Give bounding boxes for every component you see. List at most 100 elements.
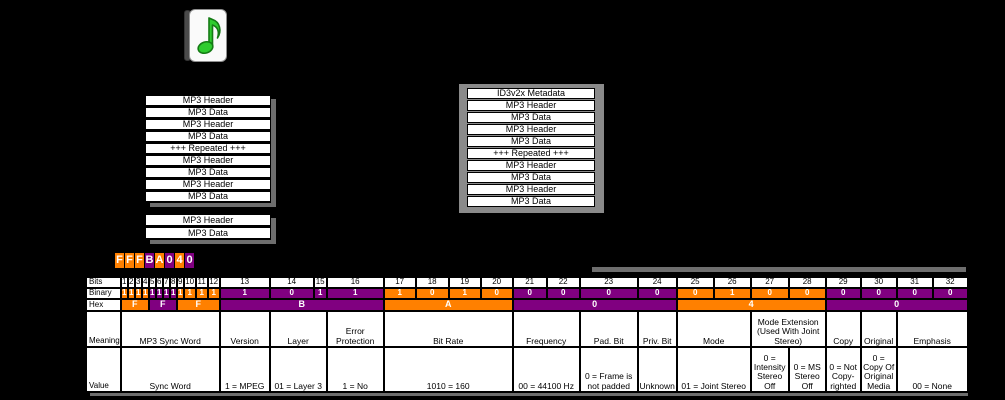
bit-number: 6 — [154, 276, 164, 289]
binary-bit: 0 — [511, 287, 548, 300]
binary-bit: 0 — [931, 287, 969, 300]
bit-number: 19 — [447, 276, 482, 289]
meaning-row: Meaning MP3 Sync Word Version Layer Erro… — [85, 309, 969, 348]
value-cell: 0 = Intensity Stereo Off — [749, 345, 790, 393]
bit-number: 28 — [787, 276, 827, 289]
value-cell: Sync Word — [119, 345, 221, 393]
value-cell: 0 = Not Copy-righted — [824, 345, 862, 393]
stack-row: +++ Repeated +++ — [145, 143, 271, 154]
meaning-cell: Emphasis — [895, 309, 969, 348]
bit-number: 11 — [194, 276, 209, 289]
binary-bit: 1 — [140, 287, 150, 300]
id3-stream-stack: ID3v2x Metadata MP3 Header MP3 Data MP3 … — [459, 84, 604, 213]
hex-nibble: 4 — [675, 298, 827, 312]
row-label-hex: Hex — [85, 298, 122, 312]
bit-number: 25 — [675, 276, 715, 289]
file-icon-body — [189, 9, 227, 62]
binary-bit: 1 — [168, 287, 178, 300]
stack-row: MP3 Header — [145, 95, 271, 106]
value-cell: 1 = MPEG — [218, 345, 271, 393]
stack-row: MP3 Data — [145, 167, 271, 178]
bit-number: 23 — [578, 276, 639, 289]
binary-bit: 1 — [147, 287, 157, 300]
meaning-cell: Copy — [824, 309, 862, 348]
bit-number: 9 — [175, 276, 185, 289]
hex-digit-box: A — [155, 253, 164, 268]
bit-number: 29 — [824, 276, 862, 289]
binary-bit: 0 — [859, 287, 898, 300]
value-cell: 01 = Layer 3 — [268, 345, 328, 393]
bit-number: 3 — [133, 276, 143, 289]
stack-row: MP3 Data — [145, 107, 271, 118]
hex-digit-box: F — [125, 253, 134, 268]
row-label-binary: Binary — [85, 287, 122, 300]
meaning-cell: Pad. Bit — [578, 309, 639, 348]
binary-bit: 0 — [578, 287, 639, 300]
hex-nibble: B — [218, 298, 385, 312]
binary-bit: 1 — [447, 287, 482, 300]
bit-number: 13 — [218, 276, 271, 289]
stack-row: MP3 Header — [145, 214, 271, 226]
binary-bit: 0 — [268, 287, 315, 300]
stack-row: MP3 Header — [467, 184, 595, 195]
bit-number: 4 — [140, 276, 150, 289]
mp3-header-bit-table: Bits 1 2 3 4 5 6 7 8 9 10 11 12 13 14 15… — [85, 276, 969, 393]
stack-row: ID3v2x Metadata — [467, 88, 595, 99]
bit-number: 20 — [479, 276, 514, 289]
meaning-cell: Mode Extension (Used With Joint Stereo) — [749, 309, 827, 348]
bit-number: 18 — [414, 276, 450, 289]
stack-row: MP3 Data — [145, 131, 271, 142]
bit-number: 8 — [168, 276, 178, 289]
bit-number: 31 — [895, 276, 934, 289]
binary-bit: 1 — [194, 287, 209, 300]
hex-digit-box: F — [135, 253, 144, 268]
meaning-cell: Original — [859, 309, 898, 348]
hex-nibble: 0 — [824, 298, 969, 312]
bit-number: 1 — [119, 276, 129, 289]
meaning-cell: Bit Rate — [382, 309, 514, 348]
mp3-stream-stack: MP3 Header MP3 Data MP3 Header MP3 Data … — [145, 95, 271, 203]
meaning-cell: Error Protection — [325, 309, 385, 348]
table-shadow-strip-top — [592, 267, 966, 272]
bit-number: 22 — [545, 276, 581, 289]
row-label-bits: Bits — [85, 276, 122, 289]
hex-digit-box: B — [145, 253, 154, 268]
binary-bit: 1 — [154, 287, 164, 300]
binary-bit: 1 — [133, 287, 143, 300]
value-cell: 01 = Joint Stereo — [675, 345, 752, 393]
meaning-cell: MP3 Sync Word — [119, 309, 221, 348]
value-cell: 00 = 44100 Hz — [511, 345, 581, 393]
bit-number: 26 — [712, 276, 752, 289]
value-cell: Unknown — [636, 345, 678, 393]
hex-nibble: F — [147, 298, 178, 312]
binary-bit: 0 — [787, 287, 827, 300]
binary-bit: 0 — [479, 287, 514, 300]
stack-row: MP3 Data — [145, 191, 271, 202]
hex-byte-string: F F F B A 0 4 0 — [115, 253, 195, 268]
bit-number: 32 — [931, 276, 969, 289]
binary-row: Binary 1 1 1 1 1 1 1 1 1 1 1 1 1 0 1 1 1… — [85, 287, 969, 300]
binary-bit: 0 — [675, 287, 715, 300]
meaning-cell: Mode — [675, 309, 752, 348]
value-cell: 00 = None — [895, 345, 969, 393]
value-row: Value Sync Word 1 = MPEG 01 = Layer 3 1 … — [85, 345, 969, 393]
hex-digit-box: 0 — [185, 253, 194, 268]
binary-bit: 1 — [712, 287, 752, 300]
stack-row: +++ Repeated +++ — [467, 148, 595, 159]
binary-bit: 1 — [218, 287, 271, 300]
stack-row: MP3 Data — [467, 112, 595, 123]
stack-row: MP3 Header — [145, 119, 271, 130]
music-note-icon — [197, 16, 221, 54]
value-cell: 1010 = 160 — [382, 345, 514, 393]
meaning-cell: Layer — [268, 309, 328, 348]
meaning-cell: Priv. Bit — [636, 309, 678, 348]
bit-number: 15 — [312, 276, 328, 289]
stack-row: MP3 Header — [467, 160, 595, 171]
binary-bit: 1 — [382, 287, 417, 300]
hex-nibble: F — [119, 298, 150, 312]
binary-bit: 0 — [895, 287, 934, 300]
binary-bit: 1 — [126, 287, 136, 300]
binary-bit: 1 — [182, 287, 197, 300]
hex-digit-box: 4 — [175, 253, 184, 268]
bit-number: 21 — [511, 276, 548, 289]
